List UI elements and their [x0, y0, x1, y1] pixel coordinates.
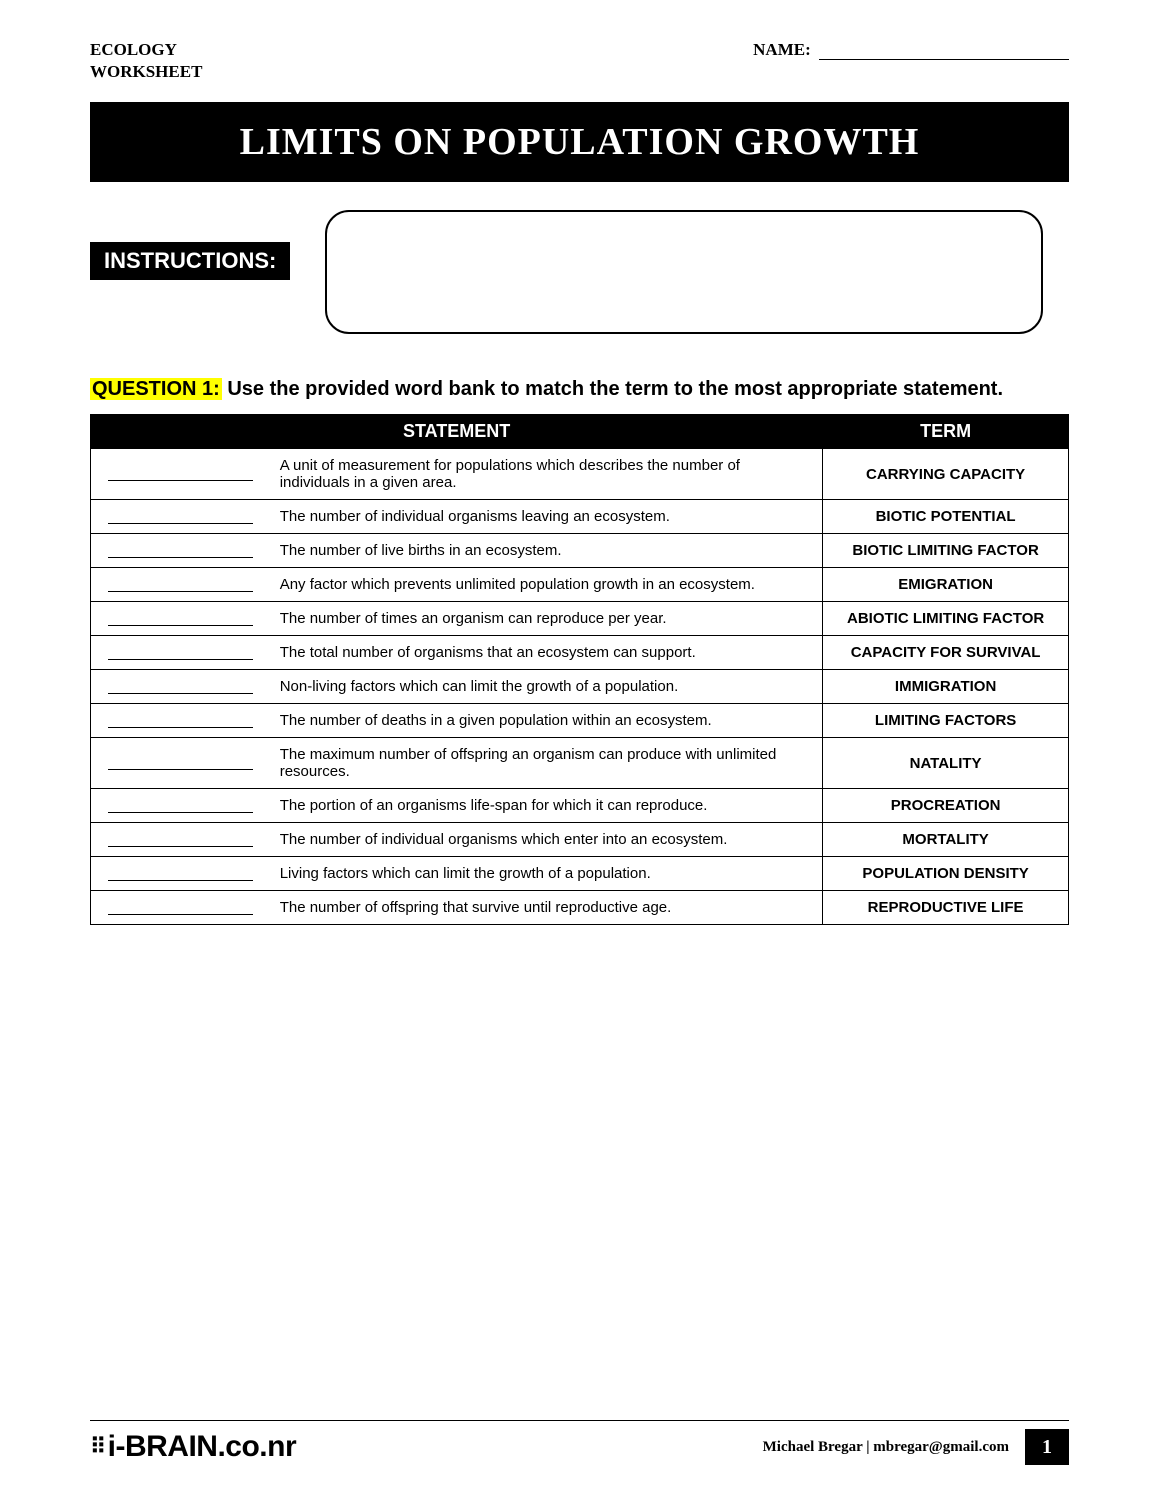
- answer-blank-line[interactable]: [108, 756, 253, 770]
- page-header: ECOLOGY NAME:: [90, 40, 1069, 60]
- term-cell: PROCREATION: [823, 789, 1069, 823]
- term-cell: IMMIGRATION: [823, 670, 1069, 704]
- table-row: The number of live births in an ecosyste…: [91, 534, 1069, 568]
- statement-cell: A unit of measurement for populations wh…: [270, 449, 823, 500]
- footer-credit: Michael Bregar | mbregar@gmail.com: [763, 1439, 1009, 1456]
- answer-blank-line[interactable]: [108, 544, 253, 558]
- answer-blank-line[interactable]: [108, 833, 253, 847]
- statement-cell: The portion of an organisms life-span fo…: [270, 789, 823, 823]
- answer-blank-line[interactable]: [108, 714, 253, 728]
- term-cell: MORTALITY: [823, 823, 1069, 857]
- answer-blank-line[interactable]: [108, 799, 253, 813]
- answer-blank-cell[interactable]: [91, 602, 270, 636]
- table-row: The number of times an organism can repr…: [91, 602, 1069, 636]
- answer-blank-cell[interactable]: [91, 449, 270, 500]
- footer-brand: ⠿i-BRAIN.co.nr: [90, 1430, 296, 1464]
- table-row: The number of deaths in a given populati…: [91, 704, 1069, 738]
- statement-cell: Any factor which prevents unlimited popu…: [270, 568, 823, 602]
- term-cell: NATALITY: [823, 738, 1069, 789]
- table-row: A unit of measurement for populations wh…: [91, 449, 1069, 500]
- term-cell: POPULATION DENSITY: [823, 857, 1069, 891]
- question-1-text: Use the provided word bank to match the …: [222, 378, 1003, 400]
- statement-cell: The number of individual organisms leavi…: [270, 500, 823, 534]
- answer-blank-cell[interactable]: [91, 823, 270, 857]
- term-cell: BIOTIC LIMITING FACTOR: [823, 534, 1069, 568]
- statement-cell: The number of times an organism can repr…: [270, 602, 823, 636]
- table-row: Non-living factors which can limit the g…: [91, 670, 1069, 704]
- statement-cell: Non-living factors which can limit the g…: [270, 670, 823, 704]
- header-left: ECOLOGY: [90, 40, 177, 60]
- table-header-row: STATEMENT TERM: [91, 415, 1069, 449]
- answer-blank-line[interactable]: [108, 578, 253, 592]
- table-row: The total number of organisms that an ec…: [91, 636, 1069, 670]
- question-1-label: QUESTION 1:: [90, 378, 222, 400]
- name-blank-line[interactable]: [819, 59, 1069, 60]
- answer-blank-cell[interactable]: [91, 891, 270, 925]
- statement-cell: The number of individual organisms which…: [270, 823, 823, 857]
- answer-blank-line[interactable]: [108, 612, 253, 626]
- table-row: The maximum number of offspring an organ…: [91, 738, 1069, 789]
- page-footer: ⠿i-BRAIN.co.nr Michael Bregar | mbregar@…: [90, 1420, 1069, 1465]
- header-subject: ECOLOGY: [90, 40, 177, 60]
- table-row: The number of offspring that survive unt…: [91, 891, 1069, 925]
- term-cell: ABIOTIC LIMITING FACTOR: [823, 602, 1069, 636]
- footer-right: Michael Bregar | mbregar@gmail.com 1: [763, 1429, 1069, 1465]
- instructions-badge: INSTRUCTIONS:: [90, 242, 290, 280]
- th-term: TERM: [823, 415, 1069, 449]
- statement-cell: The total number of organisms that an ec…: [270, 636, 823, 670]
- header-worksheet-label: WORKSHEET: [90, 62, 1069, 82]
- brand-prefix: i-: [108, 1430, 125, 1464]
- statement-cell: Living factors which can limit the growt…: [270, 857, 823, 891]
- statement-cell: The number of live births in an ecosyste…: [270, 534, 823, 568]
- answer-blank-cell[interactable]: [91, 857, 270, 891]
- instructions-box: [325, 210, 1043, 334]
- table-row: The number of individual organisms which…: [91, 823, 1069, 857]
- table-body: A unit of measurement for populations wh…: [91, 449, 1069, 925]
- term-cell: EMIGRATION: [823, 568, 1069, 602]
- answer-blank-line[interactable]: [108, 646, 253, 660]
- table-row: Living factors which can limit the growt…: [91, 857, 1069, 891]
- answer-blank-line[interactable]: [108, 901, 253, 915]
- name-label: NAME:: [753, 40, 811, 59]
- answer-blank-line[interactable]: [108, 867, 253, 881]
- answer-blank-cell[interactable]: [91, 500, 270, 534]
- brand-dots-icon: ⠿: [90, 1436, 106, 1458]
- answer-blank-cell[interactable]: [91, 738, 270, 789]
- table-row: Any factor which prevents unlimited popu…: [91, 568, 1069, 602]
- term-cell: BIOTIC POTENTIAL: [823, 500, 1069, 534]
- answer-blank-cell[interactable]: [91, 670, 270, 704]
- answer-blank-line[interactable]: [108, 510, 253, 524]
- statement-cell: The number of offspring that survive unt…: [270, 891, 823, 925]
- answer-blank-cell[interactable]: [91, 789, 270, 823]
- answer-blank-cell[interactable]: [91, 636, 270, 670]
- matching-table: STATEMENT TERM A unit of measurement for…: [90, 414, 1069, 925]
- worksheet-page: ECOLOGY NAME: WORKSHEET LIMITS ON POPULA…: [0, 0, 1159, 1499]
- answer-blank-line[interactable]: [108, 680, 253, 694]
- statement-cell: The number of deaths in a given populati…: [270, 704, 823, 738]
- brand-main: BRAIN.co.nr: [125, 1430, 296, 1464]
- question-1: QUESTION 1: Use the provided word bank t…: [90, 374, 1069, 404]
- term-cell: CAPACITY FOR SURVIVAL: [823, 636, 1069, 670]
- page-title-banner: LIMITS ON POPULATION GROWTH: [90, 102, 1069, 182]
- th-statement: STATEMENT: [91, 415, 823, 449]
- term-cell: REPRODUCTIVE LIFE: [823, 891, 1069, 925]
- answer-blank-cell[interactable]: [91, 704, 270, 738]
- answer-blank-line[interactable]: [108, 467, 253, 481]
- statement-cell: The maximum number of offspring an organ…: [270, 738, 823, 789]
- header-right: NAME:: [753, 40, 1069, 60]
- term-cell: LIMITING FACTORS: [823, 704, 1069, 738]
- page-number: 1: [1025, 1429, 1069, 1465]
- instructions-section: INSTRUCTIONS:: [90, 210, 1069, 350]
- answer-blank-cell[interactable]: [91, 568, 270, 602]
- table-row: The portion of an organisms life-span fo…: [91, 789, 1069, 823]
- term-cell: CARRYING CAPACITY: [823, 449, 1069, 500]
- answer-blank-cell[interactable]: [91, 534, 270, 568]
- table-row: The number of individual organisms leavi…: [91, 500, 1069, 534]
